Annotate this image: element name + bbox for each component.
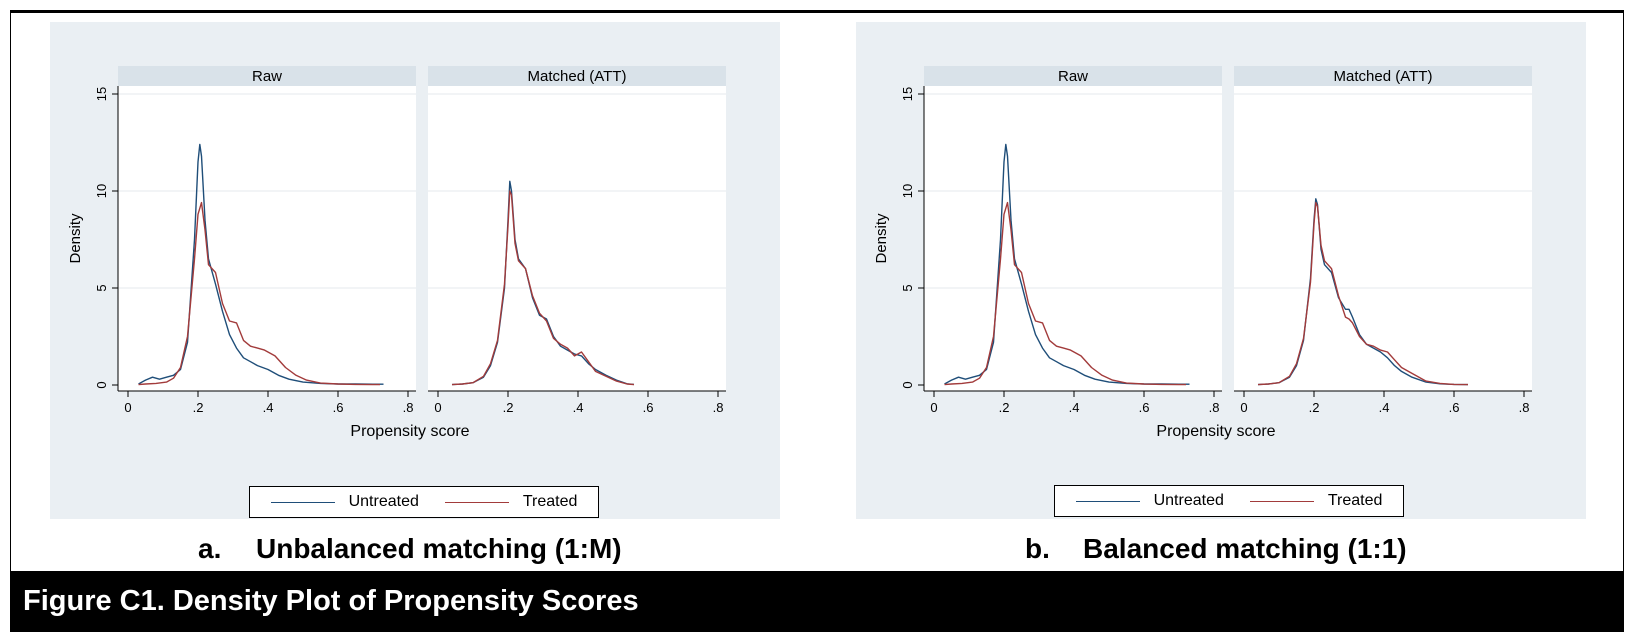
- caption-letter: b.: [1025, 533, 1050, 564]
- legend-line-untreated: [1075, 500, 1140, 502]
- x-tick-label: .2: [1309, 400, 1320, 415]
- y-axis-label: Density: [873, 213, 890, 264]
- x-tick-label: .6: [1139, 400, 1150, 415]
- facet-title: Matched (ATT): [528, 68, 627, 85]
- panel-a-charts: Density Raw 0 .2 .4 .6 .8 0 5 10 15 Matched (ATT) 0.…: [67, 66, 726, 440]
- y-tick-label: 0: [94, 381, 109, 388]
- plot-area: [1234, 86, 1532, 391]
- x-tick-label: .2: [193, 400, 204, 415]
- panel-b-charts: Density Raw 0 .2 .4 .6 .8 0 5 10 15 Matched (ATT) 0.…: [873, 66, 1532, 440]
- legend-label-treated: Treated: [522, 493, 578, 510]
- x-tick-label: .8: [713, 400, 724, 415]
- series-line-treated: [1257, 201, 1469, 386]
- panel-a: Density Raw 0 .2 .4 .6 .8 0 5 10 15 Matched (ATT) 0.…: [50, 22, 780, 519]
- x-tick-label: 0: [124, 400, 131, 415]
- series-line-treated: [451, 190, 635, 386]
- x-tick-label: .8: [403, 400, 414, 415]
- y-tick-label: 5: [94, 284, 109, 291]
- legend-line-treated: [444, 501, 509, 503]
- x-tick-label: .4: [263, 400, 274, 415]
- y-tick-label: 10: [94, 184, 109, 198]
- x-tick-label: .4: [1069, 400, 1080, 415]
- y-tick-label: 15: [94, 87, 109, 101]
- y-tick-label: 5: [900, 284, 915, 291]
- y-tick-label: 10: [900, 184, 915, 198]
- plot-area: [924, 86, 1222, 391]
- legend-item-treated: Treated: [1249, 492, 1383, 510]
- x-tick-label: .6: [333, 400, 344, 415]
- x-tick-label: .6: [643, 400, 654, 415]
- y-axis-label: Density: [67, 213, 84, 264]
- panel-b: Density Raw 0 .2 .4 .6 .8 0 5 10 15 Matched (ATT) 0.…: [856, 22, 1586, 519]
- legend-b: Untreated Treated: [1054, 485, 1404, 517]
- caption-letter: a.: [198, 533, 222, 564]
- x-tick-label: .4: [573, 400, 584, 415]
- x-tick-label: 0: [930, 400, 937, 415]
- caption-a: a. Unbalanced matching (1:M): [198, 533, 622, 565]
- figure-title-bar: Figure C1. Density Plot of Propensity Sc…: [11, 571, 1623, 632]
- legend-label-treated: Treated: [1327, 492, 1383, 509]
- legend-a: Untreated Treated: [249, 486, 599, 518]
- caption-text: Balanced matching (1:1): [1083, 533, 1407, 564]
- x-tick-label: .2: [503, 400, 514, 415]
- series-line-untreated: [138, 143, 384, 385]
- legend-item-untreated: Untreated: [1075, 492, 1224, 510]
- facet-strip: [1234, 66, 1532, 86]
- x-tick-label: .4: [1379, 400, 1390, 415]
- facet-title: Raw: [252, 68, 282, 85]
- facet-strip: [428, 66, 726, 86]
- series-line-untreated: [944, 143, 1190, 385]
- y-tick-label: 15: [900, 87, 915, 101]
- y-tick-label: 0: [900, 381, 915, 388]
- series-line-treated: [138, 201, 380, 386]
- facet-strip: [924, 66, 1222, 86]
- plot-area: [428, 86, 726, 391]
- figure-frame: [10, 10, 1624, 632]
- legend-label-untreated: Untreated: [348, 493, 419, 510]
- legend-item-untreated: Untreated: [270, 493, 419, 511]
- series-line-treated: [944, 201, 1186, 386]
- legend-line-untreated: [270, 501, 335, 503]
- caption-text: Unbalanced matching (1:M): [256, 533, 622, 564]
- x-tick-label: .2: [999, 400, 1010, 415]
- x-tick-label: .6: [1449, 400, 1460, 415]
- legend-label-untreated: Untreated: [1153, 492, 1224, 509]
- figure-title: Figure C1. Density Plot of Propensity Sc…: [23, 585, 639, 617]
- facet-title: Raw: [1058, 68, 1088, 85]
- plot-area: [118, 86, 416, 391]
- x-tick-label: .8: [1519, 400, 1530, 415]
- caption-b: b. Balanced matching (1:1): [1025, 533, 1407, 565]
- x-axis-label: Propensity score: [350, 423, 469, 440]
- legend-item-treated: Treated: [444, 493, 578, 511]
- facet-title: Matched (ATT): [1334, 68, 1433, 85]
- x-tick-label: 0: [1240, 400, 1247, 415]
- x-axis-label: Propensity score: [1156, 423, 1275, 440]
- legend-line-treated: [1249, 500, 1314, 502]
- x-tick-label: .8: [1209, 400, 1220, 415]
- facet-strip: [118, 66, 416, 86]
- x-tick-label: 0: [434, 400, 441, 415]
